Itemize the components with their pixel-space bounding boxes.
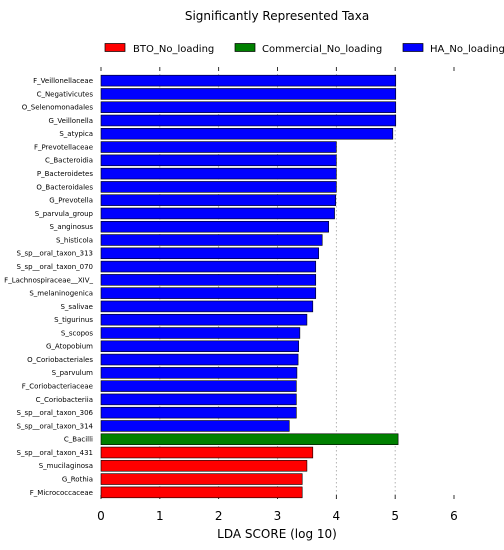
category-label: S_histicola <box>56 236 93 244</box>
category-label: G_Rothia <box>62 475 93 483</box>
category-label: F_Prevotellaceae <box>34 143 93 151</box>
bar <box>100 367 298 379</box>
legend-label-ha: HA_No_loading <box>430 44 504 55</box>
bar <box>100 380 297 392</box>
category-label: G_Prevotella <box>49 197 93 205</box>
bar <box>100 340 299 353</box>
x-tick-label: 1 <box>156 509 164 523</box>
category-label: C_Bacilli <box>64 436 93 444</box>
bar <box>100 406 297 419</box>
bar <box>100 194 337 206</box>
category-label: S_parvula_group <box>35 210 94 218</box>
bars <box>100 74 399 499</box>
category-label: C_Negativicutes <box>37 90 94 98</box>
category-label: S_parvulum <box>52 369 94 377</box>
chart-title: Significantly Represented Taxa <box>185 9 369 23</box>
bar <box>100 486 303 499</box>
bar <box>100 181 337 193</box>
category-label: F_Lachnospiraceae__XIV_ <box>4 276 93 284</box>
category-label: G_Veillonella <box>48 117 93 125</box>
bar <box>100 327 301 339</box>
category-label: S_melaninogenica <box>29 290 93 298</box>
bar <box>100 260 317 273</box>
bar <box>100 220 329 233</box>
legend-label-commercial: Commercial_No_loading <box>262 44 382 55</box>
category-label: F_Micrococcaceae <box>30 489 93 497</box>
bar <box>100 473 303 485</box>
category-label: S_scopos <box>61 329 93 337</box>
bar <box>100 446 314 459</box>
bar <box>100 353 299 366</box>
x-ticks: 0 1 2 3 4 5 6 <box>97 509 458 523</box>
category-label: C_Bacteroidia <box>45 157 93 165</box>
bar <box>100 154 337 167</box>
bar <box>100 88 397 100</box>
x-tick-label: 5 <box>391 509 399 523</box>
category-label: F_Veillonellaceae <box>33 77 93 85</box>
category-label: O_Bacteroidales <box>36 183 93 191</box>
category-label: F_Coriobacteriaceae <box>22 383 93 391</box>
legend-swatch-commercial <box>234 43 256 52</box>
bar <box>100 207 335 220</box>
x-tick-label: 0 <box>97 509 105 523</box>
x-tick-label: 4 <box>333 509 341 523</box>
category-label: C_Coriobacteriia <box>36 396 93 404</box>
bar <box>100 433 399 445</box>
legend-label-bto: BTO_No_loading <box>133 44 214 55</box>
x-tick-label: 6 <box>450 509 458 523</box>
bar <box>100 460 308 472</box>
category-label: S_atypica <box>59 130 93 138</box>
category-label: S_sp__oral_taxon_313 <box>17 250 93 258</box>
bar <box>100 167 337 180</box>
bar <box>100 274 317 286</box>
bar <box>100 420 290 432</box>
bar <box>100 300 314 313</box>
bar <box>100 141 337 153</box>
category-label: P_Bacteroidetes <box>37 170 93 178</box>
category-label: S_anginosus <box>49 223 93 231</box>
category-label: S_sp__oral_taxon_070 <box>17 263 93 271</box>
category-label: S_sp__oral_taxon_431 <box>17 449 93 457</box>
bar <box>100 101 397 113</box>
bar <box>100 247 319 260</box>
category-label: G_Atopobium <box>46 343 93 351</box>
legend: BTO_No_loading Commercial_No_loading HA_… <box>104 43 504 55</box>
bar <box>100 287 317 299</box>
bar <box>100 393 297 406</box>
bar <box>100 128 394 140</box>
legend-swatch-bto <box>104 43 126 52</box>
category-label: S_sp__oral_taxon_306 <box>17 409 94 417</box>
bar <box>100 313 308 326</box>
category-label: S_mucilaginosa <box>39 462 93 470</box>
category-label: S_sp__oral_taxon_314 <box>17 422 94 430</box>
x-tick-label: 3 <box>274 509 282 523</box>
legend-swatch-ha <box>402 43 424 52</box>
bar <box>100 234 323 246</box>
bar <box>100 74 397 87</box>
grid <box>159 74 396 499</box>
x-tick-label: 2 <box>215 509 223 523</box>
category-label: S_salivae <box>60 303 93 311</box>
category-label: O_Coriobacteriales <box>27 356 93 364</box>
category-label: O_Selenomonadales <box>22 104 94 112</box>
category-label: S_tigurinus <box>54 316 93 324</box>
category-labels: F_Veillonellaceae C_Negativicutes O_Seleno… <box>4 77 93 497</box>
x-axis-label: LDA SCORE (log 10) <box>217 527 337 541</box>
bar <box>100 114 397 127</box>
